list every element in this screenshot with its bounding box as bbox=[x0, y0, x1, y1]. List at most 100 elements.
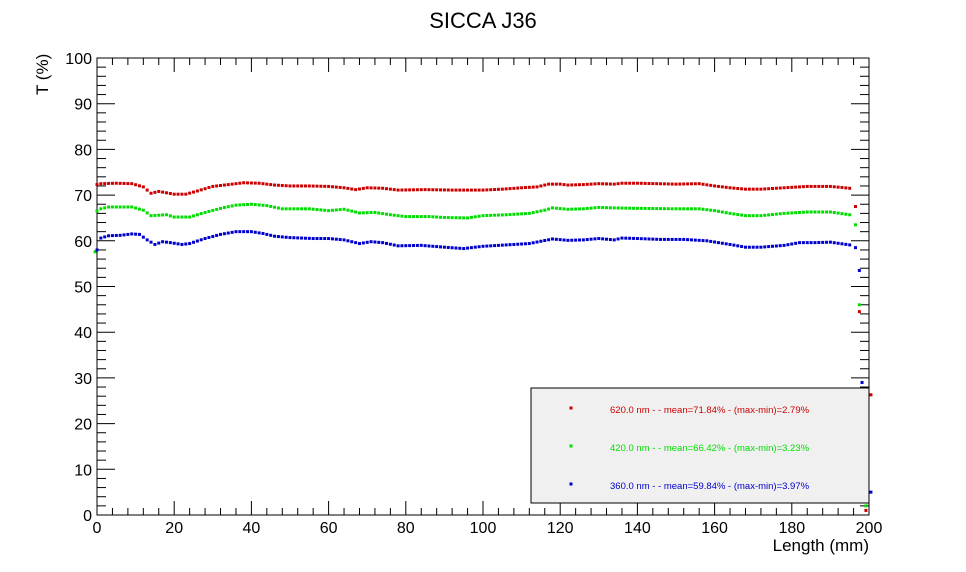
data-point bbox=[720, 241, 724, 245]
data-point bbox=[794, 241, 798, 245]
data-point bbox=[466, 246, 470, 250]
data-point bbox=[589, 237, 593, 241]
data-point bbox=[473, 245, 477, 249]
data-point bbox=[219, 232, 223, 236]
data-point bbox=[226, 231, 230, 235]
data-point bbox=[500, 213, 504, 217]
data-point bbox=[122, 181, 126, 185]
data-point bbox=[469, 188, 473, 192]
data-point bbox=[693, 238, 697, 242]
data-point bbox=[805, 241, 809, 245]
data-point bbox=[149, 240, 153, 244]
data-point bbox=[853, 205, 857, 209]
data-point bbox=[354, 241, 358, 245]
data-point bbox=[720, 210, 724, 214]
y-tick-label: 60 bbox=[74, 234, 92, 251]
data-point bbox=[759, 245, 763, 249]
legend-marker bbox=[569, 482, 573, 486]
data-point bbox=[805, 184, 809, 188]
data-point bbox=[427, 188, 431, 192]
data-point bbox=[778, 244, 782, 248]
data-point bbox=[539, 239, 543, 243]
data-point bbox=[825, 210, 829, 214]
data-point bbox=[172, 241, 176, 245]
data-point bbox=[265, 182, 269, 186]
data-point bbox=[724, 242, 728, 246]
data-point bbox=[188, 191, 192, 195]
data-point bbox=[327, 184, 331, 188]
data-point bbox=[95, 209, 99, 213]
data-point bbox=[523, 186, 527, 190]
data-point bbox=[659, 207, 663, 211]
data-point bbox=[246, 181, 250, 185]
y-tick-label: 100 bbox=[65, 51, 92, 68]
data-point bbox=[261, 231, 265, 235]
data-point bbox=[666, 207, 670, 211]
data-point bbox=[130, 205, 134, 209]
data-point bbox=[180, 215, 184, 219]
data-point bbox=[103, 235, 107, 239]
data-point bbox=[303, 207, 307, 211]
data-point bbox=[276, 183, 280, 187]
data-point bbox=[439, 188, 443, 192]
data-point bbox=[864, 508, 868, 512]
data-point bbox=[323, 208, 327, 212]
series-layer bbox=[93, 181, 873, 512]
data-point bbox=[736, 213, 740, 217]
data-point bbox=[381, 241, 385, 245]
data-point bbox=[408, 188, 412, 192]
data-point bbox=[342, 186, 346, 190]
data-point bbox=[107, 181, 111, 185]
data-point bbox=[686, 182, 690, 186]
data-point bbox=[763, 213, 767, 217]
data-point bbox=[222, 232, 226, 236]
data-point bbox=[794, 185, 798, 189]
chart-title: SICCA J36 bbox=[429, 8, 537, 33]
data-point bbox=[361, 241, 365, 245]
data-point bbox=[612, 206, 616, 210]
data-point bbox=[323, 184, 327, 188]
data-point bbox=[786, 243, 790, 247]
data-point bbox=[817, 241, 821, 245]
data-point bbox=[203, 237, 207, 241]
data-point bbox=[226, 183, 230, 187]
data-point bbox=[242, 181, 246, 185]
data-point bbox=[226, 205, 230, 209]
data-point bbox=[354, 188, 358, 192]
data-point bbox=[535, 185, 539, 189]
data-point bbox=[415, 243, 419, 247]
data-point bbox=[458, 246, 462, 250]
data-point bbox=[832, 241, 836, 245]
data-point bbox=[782, 211, 786, 215]
data-point bbox=[466, 188, 470, 192]
data-point bbox=[276, 235, 280, 239]
data-point bbox=[608, 206, 612, 210]
data-point bbox=[446, 216, 450, 220]
data-point bbox=[701, 239, 705, 243]
y-tick-label: 70 bbox=[74, 188, 92, 205]
data-point bbox=[435, 188, 439, 192]
data-point bbox=[385, 241, 388, 245]
data-point bbox=[570, 183, 574, 187]
data-point bbox=[809, 184, 813, 188]
data-point bbox=[666, 237, 670, 241]
data-point bbox=[141, 185, 145, 189]
data-point bbox=[597, 205, 601, 209]
data-point bbox=[439, 245, 443, 249]
data-point bbox=[442, 188, 446, 192]
data-point bbox=[612, 238, 616, 242]
data-point bbox=[759, 214, 763, 218]
data-point bbox=[624, 206, 628, 210]
data-point bbox=[365, 186, 369, 190]
data-point bbox=[350, 240, 354, 244]
data-point bbox=[493, 244, 497, 248]
data-point bbox=[724, 185, 728, 189]
data-point bbox=[469, 215, 473, 219]
data-point bbox=[377, 240, 381, 244]
data-point bbox=[628, 181, 632, 185]
data-point bbox=[269, 204, 273, 208]
data-point bbox=[523, 242, 527, 246]
data-point bbox=[655, 207, 659, 211]
data-point bbox=[728, 211, 732, 215]
data-point bbox=[585, 206, 589, 210]
